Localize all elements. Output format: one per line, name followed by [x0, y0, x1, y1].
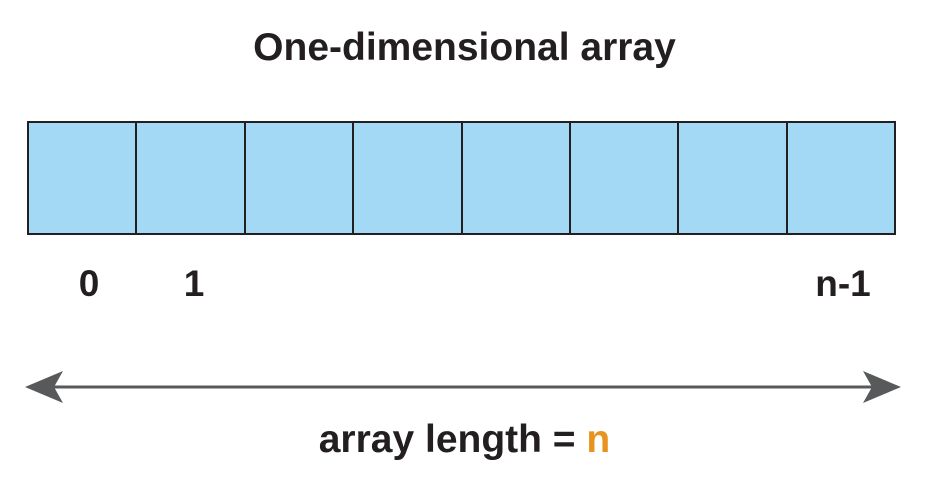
diagram-title: One-dimensional array	[253, 26, 676, 69]
array-cell	[245, 123, 355, 233]
arrow-head-right	[863, 371, 901, 403]
array-length-variable: n	[586, 418, 611, 461]
array-length-prefix: array length =	[318, 418, 587, 461]
index-label-second: 1	[183, 263, 205, 304]
array-cell	[29, 123, 138, 233]
array-cell	[137, 123, 246, 233]
double-headed-arrow-icon	[25, 371, 901, 403]
array-cell	[570, 123, 680, 233]
arrow-head-left	[25, 371, 63, 403]
index-label-last: n-1	[815, 263, 871, 304]
array-cell	[462, 123, 571, 233]
array-cell	[354, 123, 463, 233]
index-label-first: 0	[78, 263, 100, 304]
array-strip	[27, 121, 896, 235]
array-length-caption: array length = n	[0, 414, 929, 466]
array-cell	[787, 123, 894, 233]
array-cell	[679, 123, 788, 233]
